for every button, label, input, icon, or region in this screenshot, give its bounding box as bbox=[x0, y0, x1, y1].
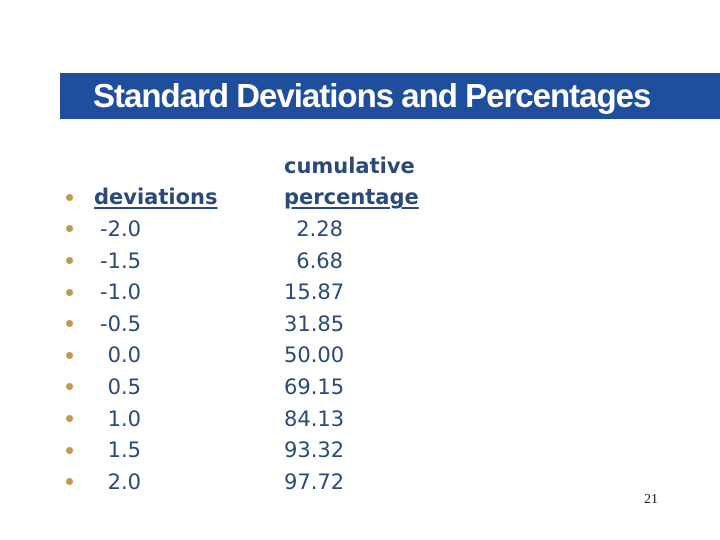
table-row: -1.5 6.68 bbox=[66, 245, 416, 277]
cumulative-header: cumulative bbox=[284, 153, 415, 178]
table-row: 0.0 50.00 bbox=[66, 340, 416, 372]
percentage-header: percentage bbox=[284, 185, 419, 210]
deviation-value: 0.0 bbox=[107, 343, 141, 368]
bullet-icon bbox=[66, 320, 73, 328]
bullet-icon bbox=[66, 193, 73, 201]
table-row: -2.0 2.28 bbox=[66, 213, 416, 245]
percentage-cell: 69.15 bbox=[284, 375, 416, 399]
title-bar: Standard Deviations and Percentages bbox=[60, 73, 720, 119]
table-row: -1.0 15.87 bbox=[66, 276, 416, 308]
percentage-value: 97.72 bbox=[284, 469, 345, 494]
deviation-cell: 1.5 bbox=[94, 438, 284, 462]
percentage-value: 93.32 bbox=[284, 438, 345, 463]
deviation-value: 2.0 bbox=[107, 469, 141, 494]
header-row-cumulative: cumulative bbox=[66, 150, 416, 182]
table-row: -0.5 31.85 bbox=[66, 308, 416, 340]
percentage-value: 31.85 bbox=[284, 311, 345, 336]
deviation-value: 1.5 bbox=[107, 438, 141, 463]
percentage-cell: 15.87 bbox=[284, 280, 416, 304]
deviation-value: -0.5 bbox=[100, 311, 141, 336]
percentage-value: 6.68 bbox=[296, 248, 343, 273]
deviation-cell: 0.5 bbox=[94, 375, 284, 399]
deviation-cell: 1.0 bbox=[94, 407, 284, 431]
deviation-value: 1.0 bbox=[107, 406, 141, 431]
percentage-cell: 31.85 bbox=[284, 312, 416, 336]
bullet-icon bbox=[66, 225, 73, 233]
bullet-icon bbox=[66, 415, 73, 423]
stats-table: cumulative deviations percentage -2.0 2.… bbox=[66, 150, 419, 498]
deviation-value: 0.5 bbox=[107, 374, 141, 399]
percentage-value: 84.13 bbox=[284, 406, 345, 431]
bullet-icon bbox=[66, 446, 73, 454]
bullet-icon bbox=[66, 288, 73, 296]
percentage-cell: 2.28 bbox=[284, 217, 416, 241]
table-row: 1.0 84.13 bbox=[66, 403, 416, 435]
table-row: 2.0 97.72 bbox=[66, 466, 416, 498]
page-number: 21 bbox=[644, 492, 658, 507]
deviation-cell: -1.5 bbox=[94, 249, 284, 273]
header-row: deviations percentage bbox=[66, 182, 419, 214]
deviations-header: deviations bbox=[94, 185, 218, 210]
deviation-cell: -0.5 bbox=[94, 312, 284, 336]
bullet-icon bbox=[66, 351, 73, 359]
percentage-value: 15.87 bbox=[284, 280, 345, 305]
percentage-value: 50.00 bbox=[284, 343, 345, 368]
deviation-value: -1.5 bbox=[100, 248, 141, 273]
percentage-cell: 93.32 bbox=[284, 438, 416, 462]
bullet-spacer bbox=[66, 162, 73, 169]
bullet-icon bbox=[66, 383, 73, 391]
deviation-cell: 0.0 bbox=[94, 343, 284, 367]
deviation-value: -1.0 bbox=[100, 280, 141, 305]
bullet-icon bbox=[66, 257, 73, 265]
percentage-cell: 50.00 bbox=[284, 343, 416, 367]
percentage-cell: 84.13 bbox=[284, 407, 416, 431]
table-row: 1.5 93.32 bbox=[66, 434, 416, 466]
bullet-icon bbox=[66, 478, 73, 486]
percentage-cell: 97.72 bbox=[284, 470, 416, 494]
percentage-value: 2.28 bbox=[296, 216, 343, 241]
percentage-value: 69.15 bbox=[284, 374, 345, 399]
slide-title: Standard Deviations and Percentages bbox=[93, 77, 651, 114]
deviation-value: -2.0 bbox=[100, 216, 141, 241]
percentage-cell: 6.68 bbox=[284, 249, 416, 273]
table-row: 0.5 69.15 bbox=[66, 371, 416, 403]
data-rows: -2.0 2.28 -1.5 6.68 -1.0 15.87 -0.5 31.8… bbox=[66, 213, 416, 497]
deviation-cell: -1.0 bbox=[94, 280, 284, 304]
deviation-cell: -2.0 bbox=[94, 217, 284, 241]
deviation-cell: 2.0 bbox=[94, 470, 284, 494]
